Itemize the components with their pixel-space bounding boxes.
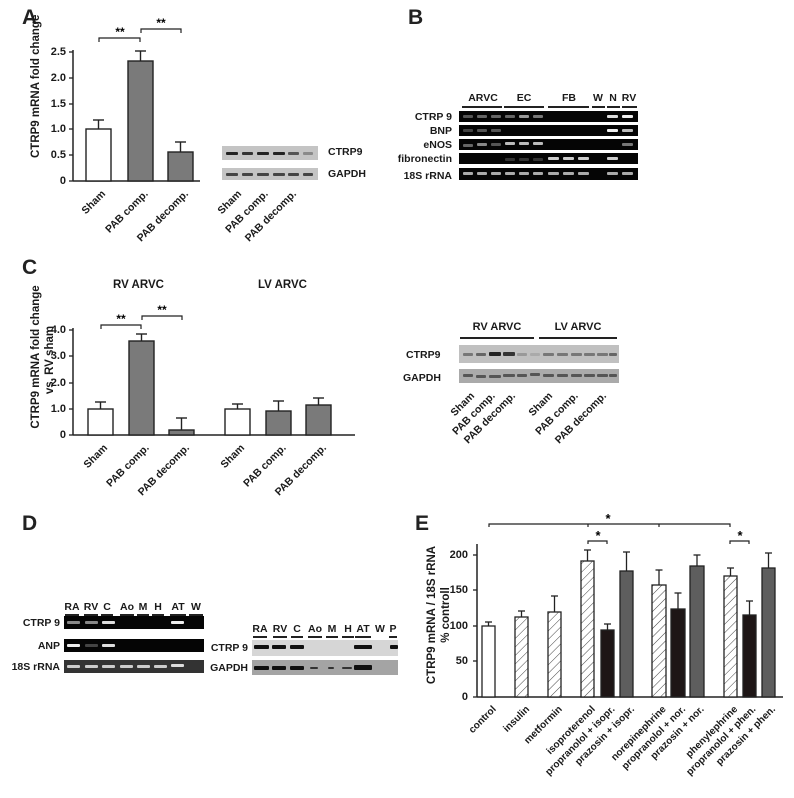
ytick: 1.5 [50, 98, 66, 110]
ytick: 0 [461, 691, 468, 703]
lane-ao: Ao [120, 601, 134, 613]
ytick: 50 [455, 655, 468, 667]
lane-rv: RV [272, 623, 288, 635]
lane-group-n: N [609, 92, 617, 104]
gel-row-18s: 18S rRNA [403, 170, 452, 182]
lane-h: H [344, 623, 352, 635]
blot-label-ctrp9: CTRP 9 [210, 642, 248, 654]
ytick: 200 [449, 549, 468, 561]
gel-row-anp: ANP [37, 640, 60, 652]
blot-label-ctrp9: CTRP9 [406, 349, 441, 361]
panel-b-letter: B [408, 6, 424, 29]
panel-e-letter: E [415, 512, 430, 535]
ytick: 0.5 [50, 149, 66, 161]
lane-w: W [375, 623, 385, 635]
panel-c-group-lv: LV ARVC [258, 279, 307, 291]
panel-e-bar-svg: * * * [473, 511, 783, 698]
blot-label-gapdh: GAPDH [328, 168, 366, 180]
lane-c: C [103, 601, 111, 613]
bar-pab-comp [127, 60, 154, 182]
blot-label-gapdh: GAPDH [403, 372, 441, 384]
ytick: 2.0 [50, 72, 66, 84]
panel-d-letter: D [22, 512, 38, 535]
svg-text:**: ** [116, 312, 126, 326]
panel-c-letter: C [22, 256, 38, 279]
lane-group-arvc: ARVC [468, 92, 498, 104]
panel-a-bar-svg: ** ** [69, 16, 200, 182]
lane-rv: RV [83, 601, 99, 613]
blot-gapdh-strip [222, 168, 318, 180]
lane-group-ec: EC [516, 92, 532, 104]
lane-group-rv: RV [621, 92, 637, 104]
ytick: 2.0 [50, 377, 66, 389]
svg-text:*: * [595, 528, 601, 543]
svg-text:**: ** [157, 303, 167, 317]
svg-text:*: * [605, 511, 611, 526]
svg-text:**: ** [156, 16, 166, 30]
blot-ctrp9-strip [222, 146, 318, 160]
svg-text:**: ** [115, 25, 125, 39]
lane-ao: Ao [308, 623, 322, 635]
lane-w: W [191, 601, 201, 613]
ytick: 3.0 [50, 350, 66, 362]
blot-group-lv: LV ARVC [554, 321, 602, 333]
gel-row-bnp: BNP [429, 125, 452, 137]
lane-group-w: W [593, 92, 603, 104]
gel-row-18s: 18S rRNA [11, 661, 60, 673]
ytick: 150 [449, 584, 468, 596]
lane-group-fb: FB [562, 92, 576, 104]
panel-c-group-rv: RV ARVC [113, 279, 164, 291]
svg-text:*: * [737, 528, 743, 543]
lane-c: C [293, 623, 301, 635]
gel-row-fibronectin: fibronectin [397, 153, 452, 165]
lane-m: M [138, 601, 148, 613]
lane-ra: RA [252, 623, 268, 635]
ytick: 100 [449, 620, 468, 632]
gel-row-ctrp9: CTRP 9 [414, 111, 452, 123]
panel-c-bar-svg: ** ** [69, 303, 355, 436]
ytick: 2.5 [50, 46, 66, 58]
ytick: 1.0 [50, 403, 66, 415]
lane-ra: RA [64, 601, 80, 613]
blot-label-ctrp9: CTRP9 [328, 146, 363, 158]
blot-label-gapdh: GAPDH [210, 662, 248, 674]
ytick: 1.0 [50, 123, 66, 135]
lane-m: M [327, 623, 337, 635]
gel-row-enos: eNOS [423, 139, 452, 151]
ytick: 0 [59, 429, 66, 441]
lane-p: P [389, 623, 397, 635]
lane-h: H [154, 601, 162, 613]
bar-sham [85, 128, 112, 182]
gel-row-ctrp9: CTRP 9 [22, 617, 60, 629]
bar-pab-decomp [167, 151, 194, 182]
lane-at: AT [356, 623, 370, 635]
panel-a-letter: A [22, 6, 38, 29]
lane-at: AT [171, 601, 185, 613]
ytick: 4.0 [50, 324, 66, 336]
blot-group-rv: RV ARVC [472, 321, 522, 333]
ytick: 0 [59, 175, 66, 187]
